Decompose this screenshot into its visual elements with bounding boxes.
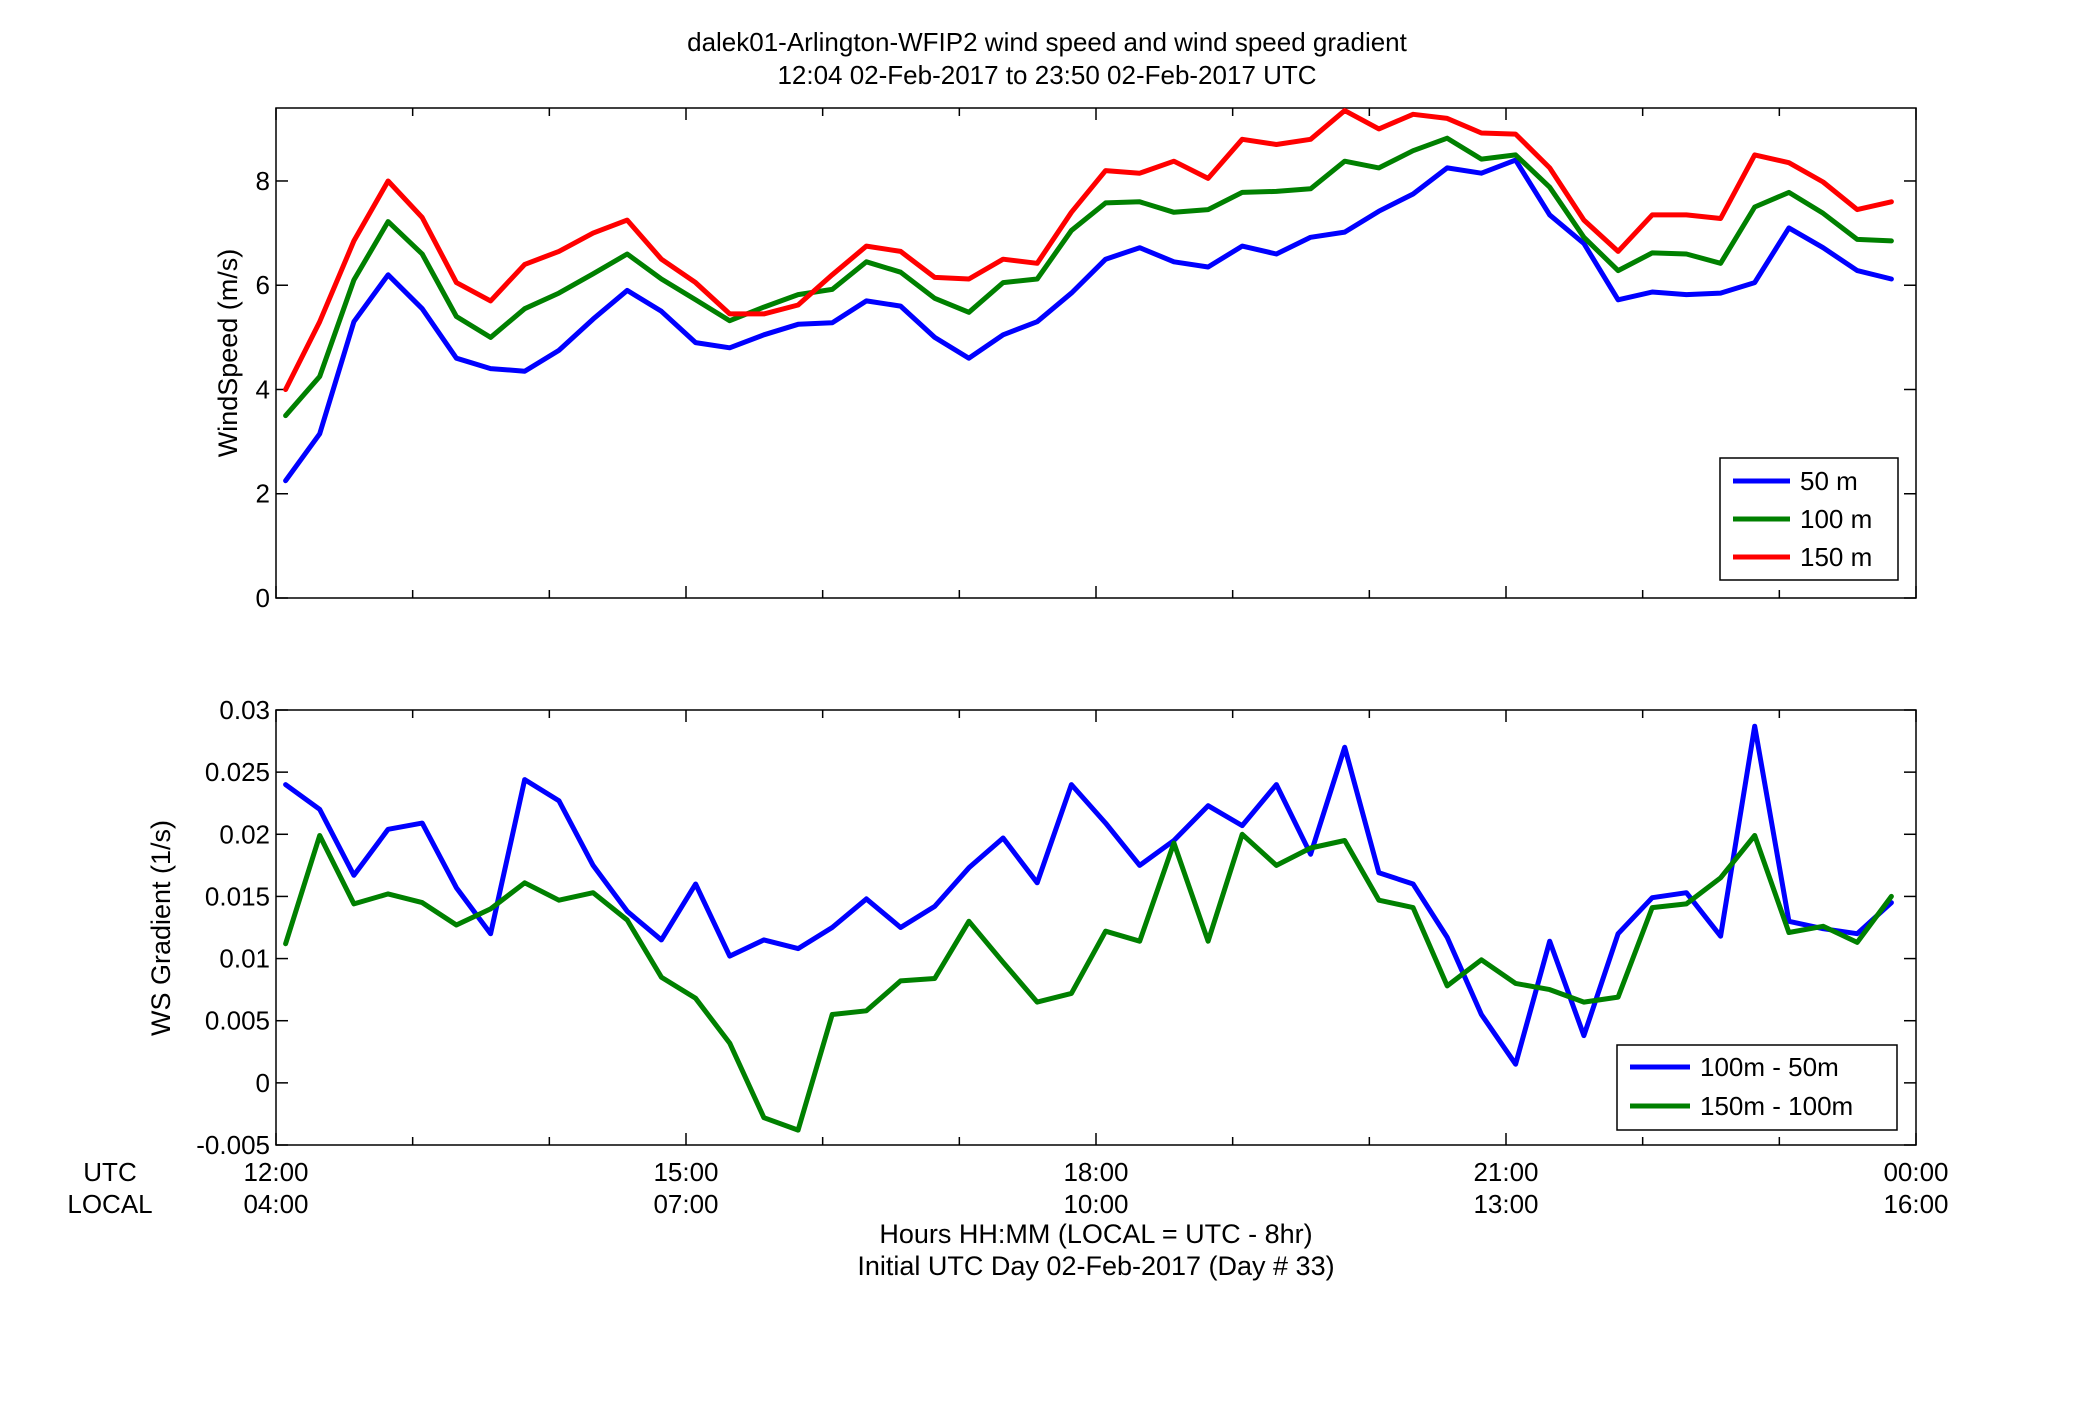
ws-gradient-panel: -0.005 0 0.005 0.01 0.015 0.02 0.025 0.03 WS Gr… <box>146 695 1917 1160</box>
legend-label-150m: 150 m <box>1800 542 1872 572</box>
legend-label-50m: 50 m <box>1800 466 1858 496</box>
legend-label-150m-100m: 150m - 100m <box>1700 1091 1853 1121</box>
local-tick-label: 10:00 <box>1063 1189 1128 1219</box>
ws-gradient-series-100m-50m <box>283 723 1894 1067</box>
local-row-label: LOCAL <box>67 1189 152 1219</box>
ws-gradient-ytick-label: 0.025 <box>205 757 270 787</box>
wind-speed-legend: 50 m 100 m 150 m <box>1719 457 1899 581</box>
ws-gradient-ylabel: WS Gradient (1/s) <box>146 820 176 1036</box>
utc-tick-label: 18:00 <box>1063 1157 1128 1187</box>
ws-gradient-ytick-label: 0.02 <box>219 819 270 849</box>
ws-gradient-ytick-label: 0.005 <box>205 1006 270 1036</box>
wind-speed-series-50-m <box>283 157 1894 484</box>
ws-gradient-ytick-label: -0.005 <box>196 1130 270 1160</box>
ws-gradient-legend-box <box>1616 1044 1898 1131</box>
local-tick-label: 04:00 <box>243 1189 308 1219</box>
ws-gradient-ytick-label: 0.015 <box>205 881 270 911</box>
utc-tick-label: 15:00 <box>653 1157 718 1187</box>
wind-speed-ytick-label: 6 <box>256 270 270 300</box>
wind-speed-panel: 0 2 4 6 8 WindSpeed (m/s) 50 m 100 m 150 m <box>213 107 1917 613</box>
local-tick-label: 13:00 <box>1473 1189 1538 1219</box>
x-axis-label: Hours HH:MM (LOCAL = UTC - 8hr) <box>879 1219 1312 1249</box>
local-tick-label: 07:00 <box>653 1189 718 1219</box>
utc-tick-label: 00:00 <box>1883 1157 1948 1187</box>
local-tick-label: 16:00 <box>1883 1189 1948 1219</box>
wind-speed-series-100-m <box>283 135 1894 419</box>
legend-label-100m: 100 m <box>1800 504 1872 534</box>
ws-gradient-legend: 100m - 50m 150m - 100m <box>1616 1044 1898 1131</box>
wind-speed-plot-area <box>275 107 1917 599</box>
chart-subtitle: 12:04 02-Feb-2017 to 23:50 02-Feb-2017 U… <box>777 60 1316 90</box>
legend-label-100m-50m: 100m - 50m <box>1700 1052 1839 1082</box>
x-axis-sublabel: Initial UTC Day 02-Feb-2017 (Day # 33) <box>857 1251 1334 1281</box>
wind-speed-ytick-label: 4 <box>256 374 270 404</box>
wind-speed-series-150-m <box>283 108 1894 392</box>
wind-speed-ytick-label: 0 <box>256 583 270 613</box>
utc-tick-label: 21:00 <box>1473 1157 1538 1187</box>
wind-speed-ylabel: WindSpeed (m/s) <box>213 249 243 458</box>
ws-gradient-ytick-label: 0.03 <box>219 695 270 725</box>
utc-row-label: UTC <box>83 1157 136 1187</box>
ws-gradient-ytick-label: 0 <box>256 1068 270 1098</box>
utc-tick-label: 12:00 <box>243 1157 308 1187</box>
ws-gradient-ytick-label: 0.01 <box>219 944 270 974</box>
chart-title: dalek01-Arlington-WFIP2 wind speed and w… <box>687 27 1408 57</box>
ws-gradient-series-150m-100m <box>283 831 1894 1133</box>
wind-speed-ytick-label: 2 <box>256 479 270 509</box>
wind-speed-ytick-label: 8 <box>256 166 270 196</box>
